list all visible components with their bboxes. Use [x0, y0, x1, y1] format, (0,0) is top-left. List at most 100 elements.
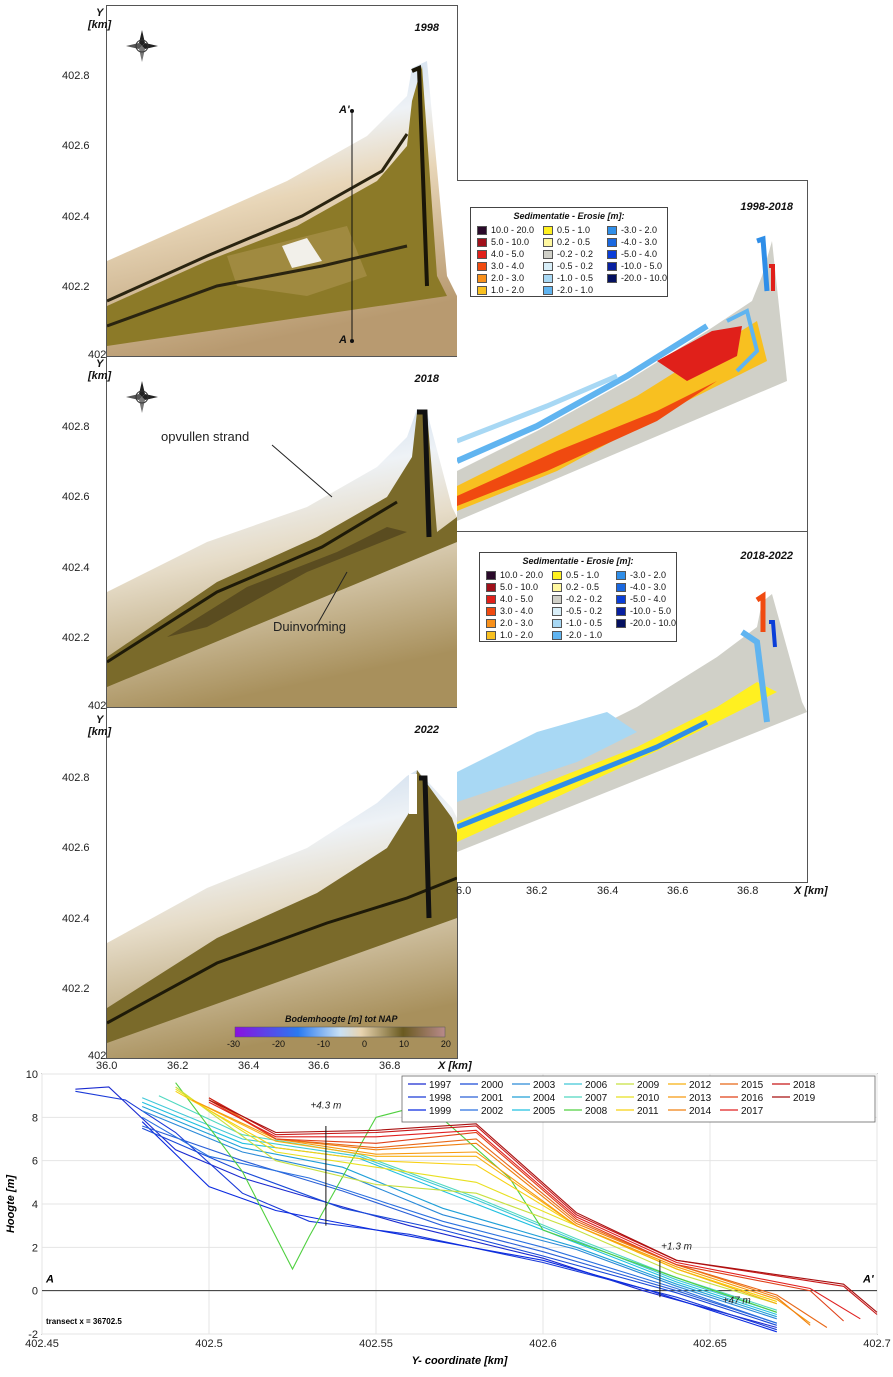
sed-legend-item: -20.0 - 10.0 [616, 617, 676, 629]
x-tick-right: 36.6 [667, 885, 689, 897]
y-tick: 402.4 [62, 913, 90, 925]
year-label-2022: 2022 [414, 724, 439, 736]
bed-legend-title: Bodemhoogte [m] tot NAP [285, 1014, 398, 1024]
sed-legend-item: 2.0 - 3.0 [477, 272, 534, 284]
sed-legend-item: -4.0 - 3.0 [607, 236, 667, 248]
bed-tick: 0 [361, 1039, 367, 1049]
sed-legend-item: -1.0 - 0.5 [552, 617, 602, 629]
y-axis-title-3: Y [km] [88, 714, 112, 738]
transect-label: transect x = 36702.5 [46, 1317, 122, 1326]
legend-entry: 2019 [793, 1093, 816, 1104]
legend-entry: 2000 [481, 1080, 504, 1091]
x-tick-label: 402.5 [195, 1338, 223, 1350]
legend-swatch [477, 285, 487, 295]
x-tick-label: 402.7 [863, 1338, 891, 1350]
sed-legend-title: Sedimentatie - Erosie [m]: [513, 211, 625, 221]
legend-entry: 2008 [585, 1106, 608, 1117]
x-tick: 36.2 [167, 1060, 189, 1072]
legend-label: -4.0 - 3.0 [630, 582, 667, 592]
legend-label: 0.2 - 0.5 [566, 582, 600, 592]
y-tick: 402 [88, 349, 107, 361]
legend-swatch [616, 570, 626, 580]
legend-label: 10.0 - 20.0 [500, 570, 544, 580]
annotation-text: +4.3 m [310, 1101, 341, 1112]
y-tick: 402.8 [62, 421, 90, 433]
annotation-text: +47 m [723, 1296, 751, 1307]
legend-label: 4.0 - 5.0 [500, 594, 534, 604]
map-2018-svg [107, 381, 457, 707]
sed-legend-item: -4.0 - 3.0 [616, 581, 676, 593]
legend-entry: 1998 [429, 1093, 452, 1104]
sed-legend-item: 3.0 - 4.0 [477, 260, 534, 272]
sed-legend-item: -0.5 - 0.2 [552, 605, 602, 617]
legend-swatch [543, 261, 553, 271]
legend-label: -0.2 - 0.2 [566, 594, 603, 604]
series-line-2003 [141, 1110, 777, 1320]
legend-label: -0.5 - 0.2 [557, 261, 594, 271]
legend-entry: 2015 [741, 1080, 764, 1091]
transect-label-top: A' [339, 104, 350, 116]
series-line-2009 [175, 1086, 777, 1305]
legend-label: 2.0 - 3.0 [491, 273, 525, 283]
legend-swatch [616, 606, 626, 616]
y-tick: 402.8 [62, 772, 90, 784]
legend-swatch [552, 594, 562, 604]
y-tick-label: 2 [32, 1242, 38, 1254]
y-tick: 402.2 [62, 281, 90, 293]
legend-label: 1.0 - 2.0 [491, 285, 525, 295]
y-tick-label: 10 [26, 1069, 38, 1081]
legend-entry: 2006 [585, 1080, 608, 1091]
legend-label: 3.0 - 4.0 [500, 606, 534, 616]
legend-label: -2.0 - 1.0 [566, 630, 603, 640]
legend-label: 10.0 - 20.0 [491, 225, 535, 235]
sed-legend-col: -3.0 - 2.0 -4.0 - 3.0 -5.0 - 4.0 -10.0 - 5.… [616, 569, 676, 629]
legend-swatch [607, 249, 617, 259]
legend-swatch [552, 582, 562, 592]
legend-swatch [543, 249, 553, 259]
y-axis-title-1: Y [km] [88, 7, 112, 31]
x-tick-right: 36.2 [526, 885, 548, 897]
sed-legend-item: 10.0 - 20.0 [486, 569, 543, 581]
sed-legend-2: Sedimentatie - Erosie [m]: 10.0 - 20.0 5.… [479, 552, 677, 642]
year-label-2018: 2018 [414, 373, 439, 385]
legend-swatch [477, 249, 487, 259]
y-tick-label: 8 [32, 1112, 38, 1124]
legend-entry: 2017 [741, 1106, 764, 1117]
y-tick-label: 0 [32, 1286, 38, 1298]
legend-label: -5.0 - 4.0 [630, 594, 667, 604]
legend-label: 2.0 - 3.0 [500, 618, 534, 628]
sed-legend-item: 0.2 - 0.5 [552, 581, 602, 593]
series-line-2006 [141, 1097, 777, 1313]
legend-label: -2.0 - 1.0 [557, 285, 594, 295]
legend-entry: 2011 [637, 1106, 659, 1117]
diff-panel-1998-2018: 1998-2018 Sedimentatie - Erosie [m]: 10.… [457, 180, 808, 532]
legend-entry: 2010 [637, 1093, 660, 1104]
series-line-2004 [141, 1105, 777, 1318]
x-tick-right: 36.8 [737, 885, 759, 897]
series-line-2013 [192, 1099, 811, 1324]
sed-legend-col: -3.0 - 2.0 -4.0 - 3.0 -5.0 - 4.0 -10.0 - 5.… [607, 224, 667, 284]
x-tick: 36.0 [96, 1060, 118, 1072]
sed-legend-col: 0.5 - 1.0 0.2 - 0.5 -0.2 - 0.2 -0.5 - 0.2 -1… [543, 224, 593, 296]
sed-legend-item: 2.0 - 3.0 [486, 617, 543, 629]
legend-entry: 2018 [793, 1080, 816, 1091]
y-tick: 402.2 [62, 632, 90, 644]
annotation-text: +1.3 m [661, 1242, 692, 1253]
map-panel-2022: 2022 Bodemhoogte [m] tot NAP -30 -20 -10… [106, 707, 458, 1059]
bed-tick: -10 [316, 1039, 330, 1049]
bed-height-colorbar [234, 1026, 446, 1038]
x-axis-title: X [km] [438, 1060, 472, 1072]
compass-icon [126, 30, 158, 62]
legend-swatch [477, 261, 487, 271]
legend-swatch [543, 225, 553, 235]
y-tick: 402.4 [62, 211, 90, 223]
bed-tick: 20 [440, 1039, 451, 1049]
sed-legend-item: -0.2 - 0.2 [552, 593, 602, 605]
series-line-2008 [175, 1082, 777, 1313]
legend-entry: 2007 [585, 1093, 608, 1104]
series-line-2018 [208, 1097, 878, 1315]
legend-entry: 2013 [689, 1093, 712, 1104]
sed-legend-col: 0.5 - 1.0 0.2 - 0.5 -0.2 - 0.2 -0.5 - 0.2 -1… [552, 569, 602, 641]
legend-entry: 2003 [533, 1080, 556, 1091]
sed-legend-item: -2.0 - 1.0 [543, 284, 593, 296]
